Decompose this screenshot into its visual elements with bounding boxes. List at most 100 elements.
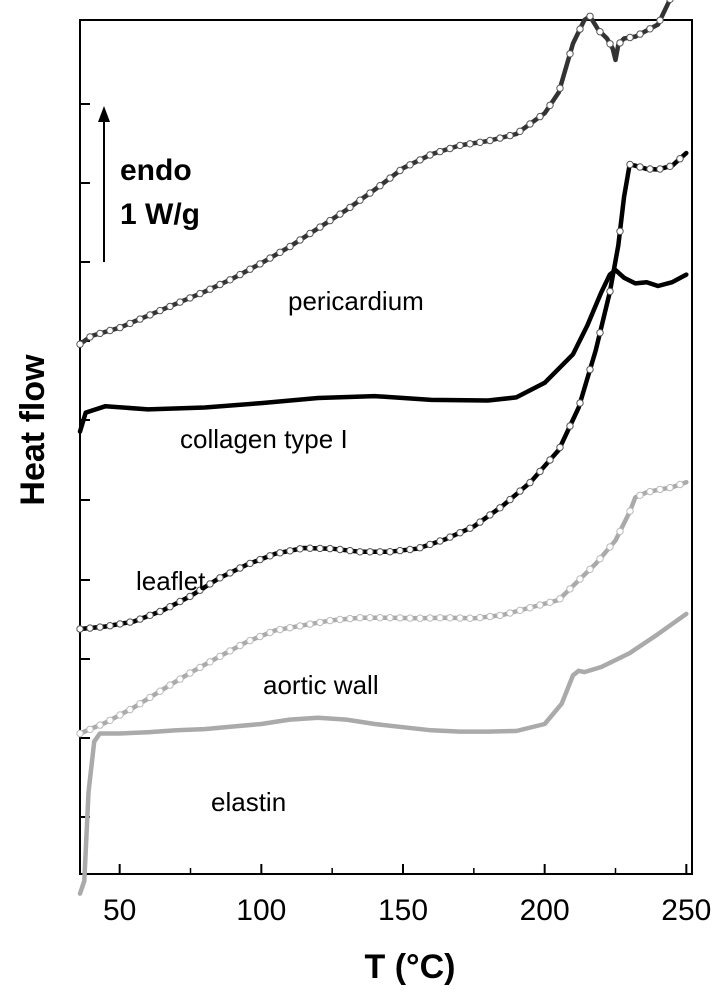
series-2-marker-36 — [436, 537, 444, 545]
series-2-marker-54 — [616, 227, 624, 236]
series-3-marker-37 — [446, 614, 454, 622]
series-2-marker-45 — [526, 478, 534, 487]
series-3-marker-26 — [336, 615, 344, 624]
series-2-marker-59 — [666, 162, 674, 171]
series-0-marker-10 — [176, 298, 184, 306]
series-0-marker-29 — [366, 189, 374, 197]
series-3-marker-25 — [326, 616, 334, 625]
series-0-marker-6 — [136, 315, 144, 323]
series-0-marker-15 — [226, 276, 234, 284]
series-2-marker-35 — [426, 540, 434, 549]
series-0-marker-53 — [606, 40, 614, 48]
series-0-marker-24 — [316, 223, 324, 231]
series-2-marker-17 — [246, 559, 254, 568]
series-elastin — [77, 611, 689, 896]
series-3-marker-4 — [116, 711, 124, 719]
series-0-marker-55 — [626, 33, 634, 42]
series-3-marker-55 — [626, 507, 634, 515]
series-3-marker-12 — [196, 663, 204, 672]
series-0-marker-37 — [446, 144, 454, 153]
series-3-marker-7 — [146, 693, 154, 702]
series-3-marker-19 — [266, 628, 274, 637]
series-3-marker-18 — [256, 632, 264, 641]
series-0-marker-27 — [346, 203, 354, 212]
series-3-marker-51 — [586, 565, 594, 573]
series-3-marker-45 — [526, 604, 534, 612]
series-2-marker-58 — [656, 165, 664, 173]
series-0-marker-32 — [396, 166, 404, 175]
series-3-marker-20 — [276, 625, 284, 634]
series-0-marker-35 — [426, 151, 434, 159]
series-2-marker-43 — [506, 495, 514, 504]
series-3-marker-24 — [316, 618, 324, 627]
series-3-marker-60 — [676, 480, 684, 489]
x-tick-label-200: 200 — [520, 894, 570, 927]
series-2-marker-23 — [306, 544, 314, 552]
series-3-marker-44 — [516, 606, 524, 614]
series-0-marker-11 — [186, 294, 194, 302]
series-3-marker-0 — [76, 729, 84, 738]
series-0-marker-48 — [556, 84, 564, 92]
series-3-marker-15 — [226, 647, 234, 655]
series-2-marker-2 — [96, 623, 104, 631]
series-0-marker-31 — [386, 174, 394, 182]
series-0-marker-21 — [286, 242, 294, 251]
series-2-marker-27 — [346, 546, 354, 555]
series-3-marker-52 — [596, 555, 604, 563]
series-2-marker-8 — [156, 607, 164, 616]
series-2-marker-57 — [646, 165, 654, 173]
series-2-marker-42 — [496, 504, 504, 512]
series-0-marker-7 — [146, 311, 154, 319]
series-3-marker-14 — [216, 652, 224, 660]
series-3-marker-13 — [206, 658, 214, 666]
series-0-marker-13 — [206, 285, 214, 293]
series-3-marker-48 — [556, 595, 564, 603]
series-3-marker-5 — [126, 705, 134, 714]
series-0-marker-34 — [416, 156, 424, 164]
series-3-marker-21 — [286, 624, 294, 632]
series-2-marker-51 — [586, 365, 594, 374]
series-pericardium — [76, 0, 674, 348]
series-0-marker-36 — [436, 147, 444, 156]
x-tick-label-50: 50 — [103, 894, 136, 927]
series-0-marker-44 — [516, 127, 524, 136]
series-3-marker-1 — [86, 725, 94, 733]
series-3-marker-43 — [506, 609, 514, 617]
series-0-marker-42 — [496, 134, 504, 142]
series-2-marker-26 — [336, 545, 344, 554]
series-3-marker-54 — [616, 527, 624, 536]
series-3-marker-47 — [546, 598, 554, 606]
series-0-marker-40 — [476, 138, 484, 147]
series-2-marker-34 — [416, 544, 424, 552]
series-0-marker-0 — [76, 340, 84, 348]
scale-label-units: 1 W/g — [120, 198, 200, 231]
series-3-marker-32 — [396, 614, 404, 622]
series-3-marker-53 — [606, 543, 614, 551]
series-2-marker-52 — [596, 329, 604, 337]
series-3-marker-23 — [306, 620, 314, 628]
series-0-marker-12 — [196, 289, 204, 298]
series-2-marker-32 — [396, 546, 404, 555]
series-3-marker-27 — [346, 614, 354, 623]
series-2-marker-10 — [176, 597, 184, 606]
series-3-marker-35 — [426, 614, 434, 622]
series-0-marker-22 — [296, 236, 304, 244]
series-3-marker-22 — [296, 622, 304, 630]
series-2-marker-60 — [676, 155, 684, 163]
series-0-marker-9 — [166, 302, 174, 311]
series-3-marker-57 — [646, 487, 654, 496]
series-2-marker-5 — [126, 618, 134, 626]
series-2-marker-33 — [406, 545, 414, 554]
series-2-marker-18 — [256, 555, 264, 564]
series-3-marker-17 — [246, 636, 254, 645]
series-0-marker-8 — [156, 306, 164, 315]
series-0-marker-56 — [636, 30, 644, 38]
series-3-marker-8 — [156, 687, 164, 695]
series-0-marker-5 — [126, 319, 134, 328]
series-0-marker-52 — [596, 28, 604, 36]
series-0-marker-54 — [616, 39, 624, 47]
series-2-marker-39 — [466, 524, 474, 532]
series-label-leaflet: leaflet — [136, 566, 206, 596]
series-label-pericardium: pericardium — [288, 286, 424, 316]
